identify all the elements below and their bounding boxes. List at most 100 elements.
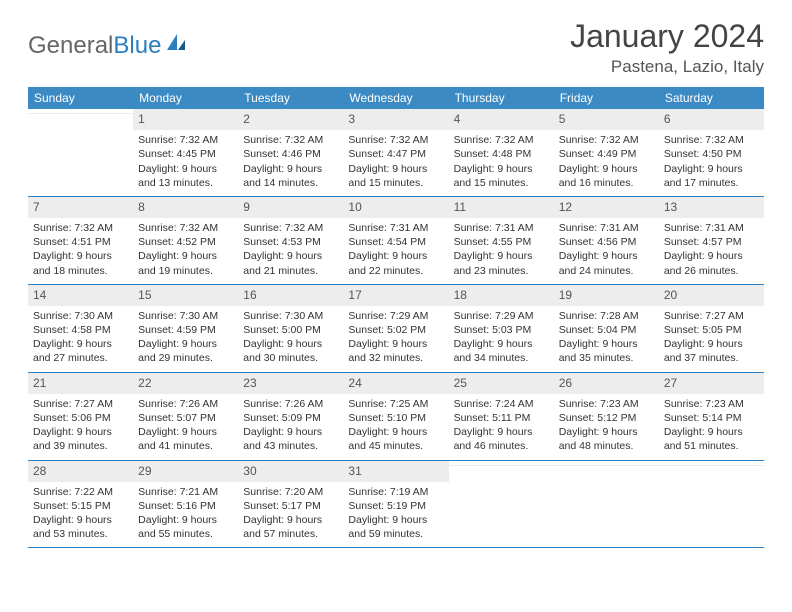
day-number [659,461,764,466]
daylight-text: Daylight: 9 hours and 23 minutes. [454,249,549,277]
daylight-text: Daylight: 9 hours and 30 minutes. [243,337,338,365]
day-info: Sunrise: 7:30 AMSunset: 4:59 PMDaylight:… [133,306,238,372]
day-number [449,461,554,466]
day-cell: 25Sunrise: 7:24 AMSunset: 5:11 PMDayligh… [449,373,554,460]
day-info: Sunrise: 7:32 AMSunset: 4:49 PMDaylight:… [554,130,659,196]
day-cell: 6Sunrise: 7:32 AMSunset: 4:50 PMDaylight… [659,109,764,196]
sunset-text: Sunset: 5:05 PM [664,323,759,337]
day-info: Sunrise: 7:30 AMSunset: 4:58 PMDaylight:… [28,306,133,372]
day-cell: 12Sunrise: 7:31 AMSunset: 4:56 PMDayligh… [554,197,659,284]
sunset-text: Sunset: 5:09 PM [243,411,338,425]
day-cell: 13Sunrise: 7:31 AMSunset: 4:57 PMDayligh… [659,197,764,284]
daylight-text: Daylight: 9 hours and 17 minutes. [664,162,759,190]
sunrise-text: Sunrise: 7:26 AM [138,397,233,411]
daylight-text: Daylight: 9 hours and 55 minutes. [138,513,233,541]
day-cell: 7Sunrise: 7:32 AMSunset: 4:51 PMDaylight… [28,197,133,284]
day-info: Sunrise: 7:26 AMSunset: 5:09 PMDaylight:… [238,394,343,460]
sunset-text: Sunset: 4:47 PM [348,147,443,161]
day-info: Sunrise: 7:32 AMSunset: 4:52 PMDaylight:… [133,218,238,284]
day-cell: 5Sunrise: 7:32 AMSunset: 4:49 PMDaylight… [554,109,659,196]
daylight-text: Daylight: 9 hours and 43 minutes. [243,425,338,453]
day-cell [554,461,659,548]
sunset-text: Sunset: 5:11 PM [454,411,549,425]
day-cell: 10Sunrise: 7:31 AMSunset: 4:54 PMDayligh… [343,197,448,284]
sunrise-text: Sunrise: 7:29 AM [454,309,549,323]
day-number: 4 [449,109,554,130]
day-cell: 15Sunrise: 7:30 AMSunset: 4:59 PMDayligh… [133,285,238,372]
weekday-header: Thursday [449,87,554,109]
day-cell: 30Sunrise: 7:20 AMSunset: 5:17 PMDayligh… [238,461,343,548]
weekday-header: Wednesday [343,87,448,109]
sunset-text: Sunset: 4:48 PM [454,147,549,161]
daylight-text: Daylight: 9 hours and 59 minutes. [348,513,443,541]
sunset-text: Sunset: 4:51 PM [33,235,128,249]
logo: GeneralBlue [28,18,187,60]
daylight-text: Daylight: 9 hours and 29 minutes. [138,337,233,365]
daylight-text: Daylight: 9 hours and 18 minutes. [33,249,128,277]
day-number: 11 [449,197,554,218]
calendar-body: 1Sunrise: 7:32 AMSunset: 4:45 PMDaylight… [28,109,764,548]
title-block: January 2024 Pastena, Lazio, Italy [570,18,764,77]
day-number: 22 [133,373,238,394]
week-row: 28Sunrise: 7:22 AMSunset: 5:15 PMDayligh… [28,461,764,549]
location: Pastena, Lazio, Italy [570,57,764,77]
day-number: 6 [659,109,764,130]
sunset-text: Sunset: 5:02 PM [348,323,443,337]
day-number: 25 [449,373,554,394]
daylight-text: Daylight: 9 hours and 14 minutes. [243,162,338,190]
day-info: Sunrise: 7:29 AMSunset: 5:02 PMDaylight:… [343,306,448,372]
sunset-text: Sunset: 5:03 PM [454,323,549,337]
sunrise-text: Sunrise: 7:24 AM [454,397,549,411]
logo-text-blue: Blue [113,32,161,60]
day-cell: 4Sunrise: 7:32 AMSunset: 4:48 PMDaylight… [449,109,554,196]
day-info: Sunrise: 7:26 AMSunset: 5:07 PMDaylight:… [133,394,238,460]
day-info: Sunrise: 7:31 AMSunset: 4:57 PMDaylight:… [659,218,764,284]
day-info: Sunrise: 7:32 AMSunset: 4:50 PMDaylight:… [659,130,764,196]
sunset-text: Sunset: 4:49 PM [559,147,654,161]
sunrise-text: Sunrise: 7:30 AM [138,309,233,323]
day-number: 29 [133,461,238,482]
daylight-text: Daylight: 9 hours and 32 minutes. [348,337,443,365]
sunset-text: Sunset: 5:19 PM [348,499,443,513]
sunset-text: Sunset: 5:07 PM [138,411,233,425]
sunrise-text: Sunrise: 7:32 AM [454,133,549,147]
day-cell: 26Sunrise: 7:23 AMSunset: 5:12 PMDayligh… [554,373,659,460]
sunrise-text: Sunrise: 7:22 AM [33,485,128,499]
sunrise-text: Sunrise: 7:23 AM [664,397,759,411]
day-number: 21 [28,373,133,394]
daylight-text: Daylight: 9 hours and 13 minutes. [138,162,233,190]
sunrise-text: Sunrise: 7:27 AM [33,397,128,411]
daylight-text: Daylight: 9 hours and 22 minutes. [348,249,443,277]
day-info: Sunrise: 7:29 AMSunset: 5:03 PMDaylight:… [449,306,554,372]
day-info: Sunrise: 7:27 AMSunset: 5:05 PMDaylight:… [659,306,764,372]
sunset-text: Sunset: 5:16 PM [138,499,233,513]
sunrise-text: Sunrise: 7:32 AM [664,133,759,147]
sunset-text: Sunset: 5:17 PM [243,499,338,513]
day-number: 26 [554,373,659,394]
day-info: Sunrise: 7:31 AMSunset: 4:54 PMDaylight:… [343,218,448,284]
day-number: 3 [343,109,448,130]
day-number: 24 [343,373,448,394]
day-info: Sunrise: 7:31 AMSunset: 4:55 PMDaylight:… [449,218,554,284]
sunset-text: Sunset: 4:46 PM [243,147,338,161]
day-number: 23 [238,373,343,394]
day-number: 15 [133,285,238,306]
sunrise-text: Sunrise: 7:32 AM [243,221,338,235]
day-number: 1 [133,109,238,130]
sunrise-text: Sunrise: 7:32 AM [559,133,654,147]
sunrise-text: Sunrise: 7:28 AM [559,309,654,323]
sunrise-text: Sunrise: 7:21 AM [138,485,233,499]
sunrise-text: Sunrise: 7:26 AM [243,397,338,411]
day-number: 13 [659,197,764,218]
sunrise-text: Sunrise: 7:25 AM [348,397,443,411]
day-cell: 3Sunrise: 7:32 AMSunset: 4:47 PMDaylight… [343,109,448,196]
sunset-text: Sunset: 5:06 PM [33,411,128,425]
daylight-text: Daylight: 9 hours and 39 minutes. [33,425,128,453]
daylight-text: Daylight: 9 hours and 37 minutes. [664,337,759,365]
day-cell: 20Sunrise: 7:27 AMSunset: 5:05 PMDayligh… [659,285,764,372]
sunrise-text: Sunrise: 7:30 AM [33,309,128,323]
day-number: 27 [659,373,764,394]
daylight-text: Daylight: 9 hours and 27 minutes. [33,337,128,365]
day-number: 30 [238,461,343,482]
day-info: Sunrise: 7:32 AMSunset: 4:46 PMDaylight:… [238,130,343,196]
